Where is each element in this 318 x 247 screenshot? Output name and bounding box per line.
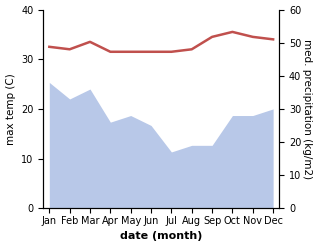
X-axis label: date (month): date (month) — [120, 231, 203, 242]
Y-axis label: max temp (C): max temp (C) — [5, 73, 16, 145]
Y-axis label: med. precipitation (kg/m2): med. precipitation (kg/m2) — [302, 39, 313, 179]
